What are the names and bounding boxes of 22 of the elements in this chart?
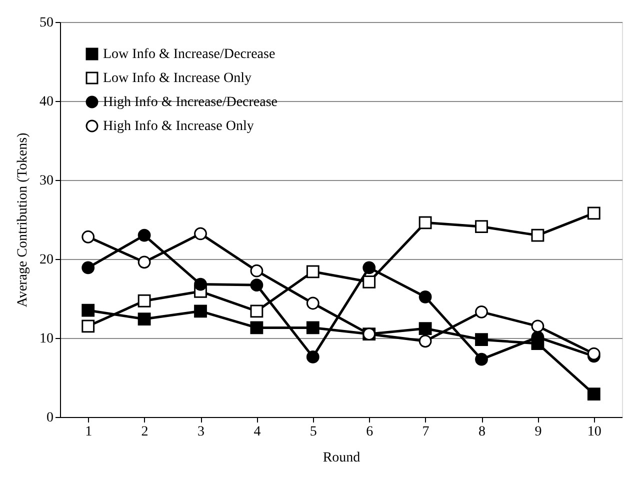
x-tick-label: 5 bbox=[310, 424, 317, 440]
y-tick-label: 40 bbox=[40, 94, 54, 110]
legend-label: High Info & Increase/Decrease bbox=[103, 95, 278, 110]
x-tick-label: 3 bbox=[198, 424, 204, 440]
legend-label: Low Info & Increase Only bbox=[103, 71, 252, 86]
x-tick-label: 4 bbox=[254, 424, 261, 440]
y-axis-title: Average Contribution (Tokens) bbox=[16, 132, 30, 308]
legend-label: High Info & Increase Only bbox=[103, 119, 254, 134]
y-tick-label: 0 bbox=[46, 410, 54, 426]
y-tick-label: 20 bbox=[40, 252, 54, 268]
x-axis-title: Round bbox=[322, 450, 360, 466]
y-tick-label: 50 bbox=[40, 16, 54, 30]
x-tick-label: 10 bbox=[587, 424, 602, 440]
legend-label: Low Info & Increase/Decrease bbox=[103, 47, 276, 62]
y-tick-label: 30 bbox=[40, 174, 54, 188]
x-tick-label: 1 bbox=[85, 424, 92, 440]
y-tick-label: 10 bbox=[40, 332, 54, 346]
x-tick-label: 6 bbox=[366, 424, 374, 440]
x-tick-label: 2 bbox=[141, 424, 148, 440]
x-tick-label: 7 bbox=[422, 424, 430, 440]
x-tick-label: 8 bbox=[478, 424, 486, 440]
x-tick-label: 9 bbox=[534, 424, 542, 440]
